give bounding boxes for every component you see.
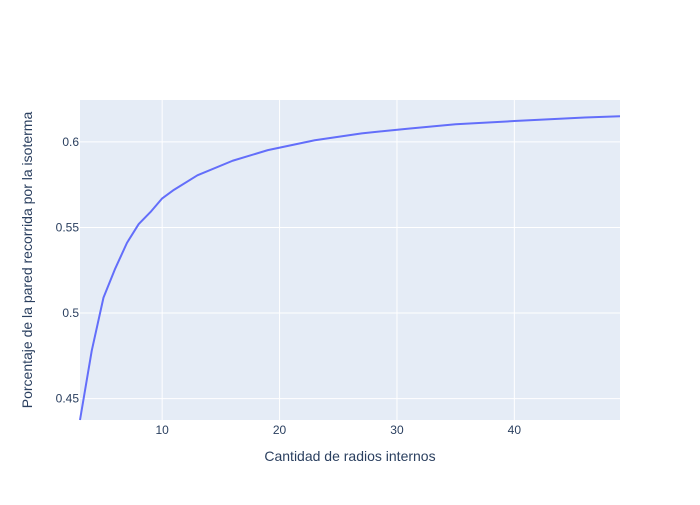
x-tick-labels: 10 20 30 40: [155, 423, 521, 437]
y-tick-labels: 0.45 0.5 0.55 0.6: [56, 135, 80, 406]
y-tick-label: 0.6: [62, 135, 79, 149]
series-layer: [79, 115, 621, 421]
y-tick-label: 0.45: [56, 392, 80, 406]
plot-background: [80, 100, 620, 420]
x-tick-label: 40: [508, 423, 522, 437]
grid-lines: [80, 100, 620, 420]
x-tick-label: 30: [390, 423, 404, 437]
y-axis-title: Porcentaje de la pared recorrida por la …: [19, 112, 35, 409]
x-tick-label: 20: [273, 423, 287, 437]
series-line: [79, 115, 621, 421]
x-axis-title: Cantidad de radios internos: [264, 448, 435, 464]
y-tick-label: 0.5: [62, 306, 79, 320]
x-tick-label: 10: [155, 423, 169, 437]
y-tick-label: 0.55: [56, 220, 80, 234]
